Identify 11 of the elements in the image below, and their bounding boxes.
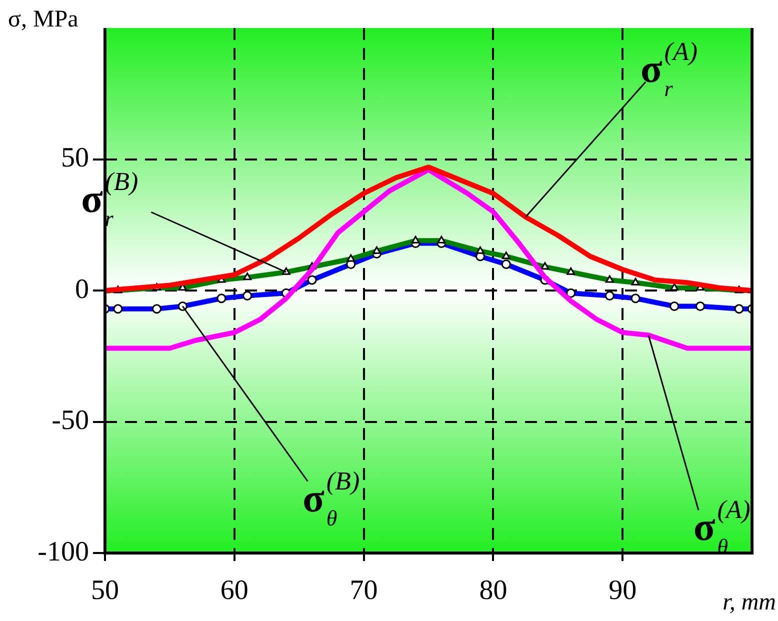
x-tick-label: 80 xyxy=(479,575,508,606)
x-tick-label: 60 xyxy=(220,575,248,606)
y-tick-label: -50 xyxy=(52,405,89,436)
x-tick-label: 70 xyxy=(350,575,378,606)
y-tick-label: 50 xyxy=(61,142,89,174)
y-tick-label: -100 xyxy=(38,536,89,568)
x-axis-title: r, mm xyxy=(722,589,776,616)
x-tick-label: 50 xyxy=(91,575,119,606)
y-tick-label: 0 xyxy=(75,274,89,305)
y-axis-title: σ, MPa xyxy=(8,6,79,32)
x-tick-label: 90 xyxy=(608,575,637,606)
